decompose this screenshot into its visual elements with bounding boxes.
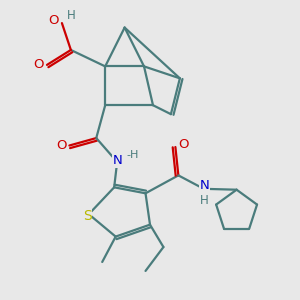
Text: H: H (200, 194, 209, 207)
Text: H: H (67, 9, 75, 22)
Text: O: O (178, 137, 189, 151)
Text: N: N (200, 179, 209, 192)
Text: -H: -H (127, 150, 139, 161)
Text: N: N (113, 154, 123, 167)
Text: O: O (56, 139, 66, 152)
Text: S: S (83, 209, 92, 223)
Text: O: O (33, 58, 43, 71)
Text: O: O (48, 14, 59, 27)
